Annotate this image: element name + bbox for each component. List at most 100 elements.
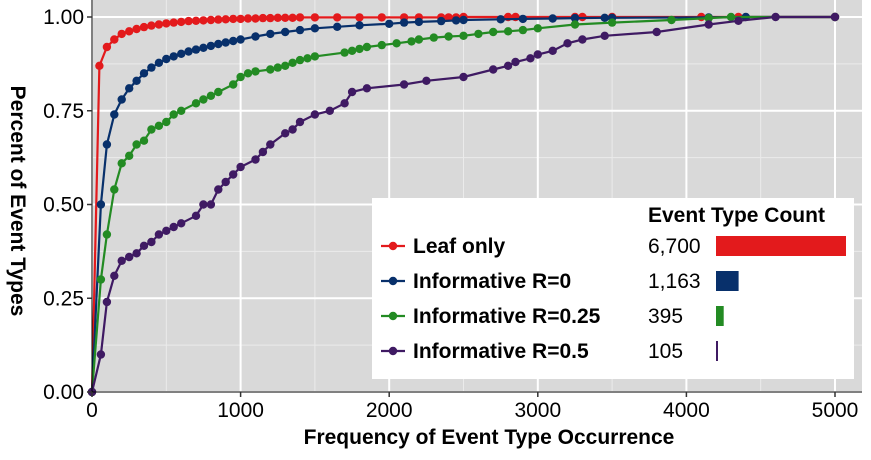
data-point — [251, 14, 260, 23]
data-point — [288, 58, 297, 67]
legend-label: Leaf only — [413, 235, 506, 258]
data-point — [110, 35, 119, 44]
data-point — [340, 99, 349, 108]
data-point — [325, 106, 334, 116]
data-point — [295, 55, 305, 65]
data-point — [162, 117, 171, 127]
data-point — [154, 230, 164, 239]
data-point — [355, 13, 364, 22]
data-point — [340, 48, 349, 57]
data-point — [236, 72, 245, 82]
legend-key-point — [388, 241, 398, 251]
legend-count-bar — [716, 236, 846, 256]
data-point — [110, 110, 119, 119]
data-point — [162, 226, 171, 235]
legend: Event Type Count Leaf only 6,700 Informati… — [372, 198, 854, 379]
data-point — [266, 29, 275, 39]
data-point — [199, 95, 208, 104]
data-point — [333, 22, 342, 31]
data-point — [125, 151, 134, 160]
data-point — [489, 27, 498, 37]
data-point — [102, 42, 112, 52]
data-point — [169, 52, 178, 61]
y-tick-label: 1.00 — [43, 6, 84, 29]
data-point — [147, 63, 156, 72]
data-point — [377, 40, 386, 50]
data-point — [444, 13, 453, 22]
data-point — [281, 27, 290, 37]
data-point — [652, 27, 661, 37]
data-point — [704, 13, 713, 23]
data-point — [96, 275, 106, 284]
series-2 — [87, 12, 840, 397]
data-point — [214, 15, 223, 24]
legend-item: Informative R=0.25 395 — [381, 305, 724, 328]
data-point — [399, 80, 409, 89]
data-point — [125, 84, 134, 93]
data-point — [139, 136, 149, 145]
data-point — [184, 47, 193, 56]
legend-count-bar — [716, 271, 739, 291]
data-point — [548, 14, 557, 23]
data-point — [117, 256, 126, 265]
legend-item: Leaf only 6,700 — [381, 235, 846, 258]
data-point — [503, 27, 513, 36]
data-point — [281, 13, 290, 22]
data-point — [414, 35, 424, 44]
legend-label: Informative R=0 — [413, 270, 571, 293]
data-point — [310, 52, 320, 61]
x-axis-title: Frequency of Event Type Occurrence — [304, 426, 675, 449]
data-point — [191, 45, 201, 54]
legend-item: Informative R=0.5 105 — [381, 340, 718, 363]
data-point — [199, 200, 208, 209]
data-point — [310, 110, 320, 119]
data-point — [399, 18, 409, 27]
data-point — [258, 13, 268, 23]
data-point — [570, 20, 580, 29]
data-point — [429, 33, 438, 42]
data-point — [600, 31, 609, 40]
data-point — [600, 13, 609, 22]
data-point — [266, 13, 275, 23]
data-point — [273, 13, 282, 22]
series-4 — [87, 12, 840, 397]
data-point — [295, 117, 305, 127]
x-tick-label: 1000 — [217, 399, 264, 422]
data-point — [295, 25, 305, 35]
data-point — [96, 350, 106, 359]
data-point — [281, 129, 290, 138]
data-point — [236, 14, 245, 24]
data-point — [526, 54, 535, 63]
axes — [91, 0, 862, 393]
data-point — [191, 211, 201, 220]
data-point — [273, 63, 282, 72]
legend-box — [372, 198, 854, 379]
data-point — [489, 65, 498, 74]
data-point — [191, 16, 201, 25]
data-point — [214, 87, 223, 97]
data-point — [266, 65, 275, 74]
data-point — [771, 12, 780, 22]
data-point — [184, 16, 193, 26]
legend-count-value: 105 — [648, 340, 683, 363]
data-point — [518, 25, 528, 35]
data-point — [221, 177, 230, 187]
data-point — [243, 69, 253, 78]
data-point — [303, 54, 312, 63]
data-point — [251, 155, 260, 164]
y-tick-label: 0.50 — [43, 194, 84, 217]
data-point — [607, 18, 617, 27]
data-point — [147, 125, 156, 134]
data-point — [214, 39, 223, 49]
data-point — [251, 32, 260, 41]
data-point — [333, 13, 342, 22]
data-point — [392, 39, 401, 48]
data-point — [362, 84, 372, 93]
data-point — [407, 37, 416, 46]
data-point — [726, 12, 736, 22]
x-tick-label: 2000 — [366, 399, 413, 422]
data-point — [102, 297, 112, 307]
data-point — [154, 20, 164, 29]
